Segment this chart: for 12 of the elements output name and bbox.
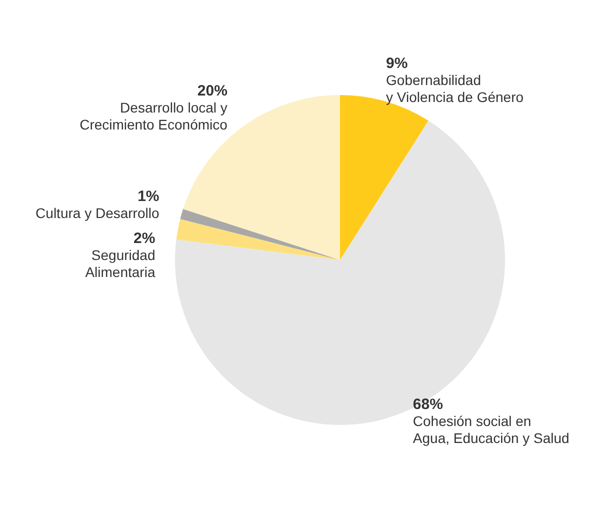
pie-slice <box>180 209 340 260</box>
slice-label: Cultura y Desarrollo <box>36 204 160 221</box>
slice-label: Cohesión social en Agua, Educación y Salud <box>412 413 570 446</box>
data-label: 68% <box>412 396 443 414</box>
slice-label: Seguridad Alimentaria <box>85 246 156 280</box>
data-label: 9% <box>386 54 408 72</box>
data-label: 20% <box>197 82 228 100</box>
pie-slice <box>176 218 340 260</box>
data-label: 2% <box>134 230 156 247</box>
data-label: 1% <box>138 188 160 205</box>
slice-label: Desarrollo local y Crecimiento Económico <box>80 99 228 132</box>
slice-label: Gobernabilidad y Violencia de Género <box>386 72 524 105</box>
